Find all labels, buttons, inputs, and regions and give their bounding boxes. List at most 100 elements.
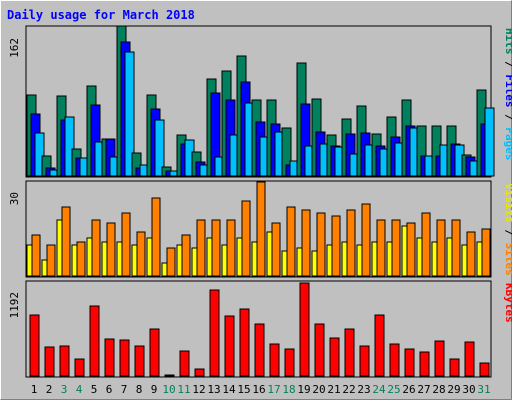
kbytes-bar-day-14: [224, 315, 235, 377]
sites-bar-day-9: [151, 197, 161, 277]
sites-bar-day-2: [46, 244, 56, 277]
sites-bar-day-14: [226, 219, 236, 277]
pages-bar-day-7: [124, 51, 135, 177]
sites-bar-day-1: [31, 234, 41, 277]
day-label-7: 7: [121, 383, 128, 396]
kbytes-bar-day-30: [464, 341, 475, 377]
sites-bar-day-12: [196, 219, 206, 277]
panel-volume-legend: KBytes: [503, 283, 512, 323]
kbytes-bar-day-16: [254, 323, 265, 377]
pages-bar-day-9: [154, 119, 165, 177]
panel-requests: 162 Hits / Files / Pages: [8, 25, 512, 178]
kbytes-bar-day-12: [194, 368, 205, 377]
legend-part-0: Visits: [503, 183, 512, 223]
day-label-27: 27: [417, 383, 430, 396]
day-label-14: 14: [222, 383, 236, 396]
pages-bar-day-3: [64, 116, 75, 177]
day-label-29: 29: [447, 383, 460, 396]
kbytes-bar-day-8: [134, 345, 145, 377]
day-label-16: 16: [252, 383, 265, 396]
sites-bar-day-26: [406, 222, 416, 277]
sites-bar-day-25: [391, 219, 401, 277]
kbytes-bar-day-6: [104, 338, 115, 377]
day-label-10: 10: [162, 383, 175, 396]
pages-bar-day-1: [34, 132, 45, 177]
chart-title: Daily usage for March 2018: [7, 8, 195, 22]
kbytes-bar-day-22: [344, 328, 355, 377]
sites-bar-day-27: [421, 212, 431, 277]
day-label-20: 20: [312, 383, 325, 396]
kbytes-bar-day-15: [239, 308, 250, 377]
day-label-11: 11: [177, 383, 190, 396]
sites-bar-day-7: [121, 212, 131, 277]
day-label-1: 1: [31, 383, 38, 396]
day-label-4: 4: [76, 383, 83, 396]
sites-bar-day-16: [256, 181, 266, 277]
day-label-24: 24: [372, 383, 386, 396]
day-label-8: 8: [136, 383, 143, 396]
sites-bar-day-31: [481, 228, 491, 277]
day-label-19: 19: [297, 383, 310, 396]
sites-bar-day-11: [181, 234, 191, 277]
kbytes-bar-day-10: [164, 374, 175, 377]
kbytes-bar-day-26: [404, 348, 415, 377]
panel-visitors-max-label: 30: [8, 192, 21, 205]
sites-bar-day-5: [91, 219, 101, 277]
kbytes-bar-day-23: [359, 345, 370, 377]
sites-bar-day-15: [241, 200, 251, 277]
day-label-12: 12: [192, 383, 205, 396]
kbytes-bar-day-3: [59, 345, 70, 377]
sites-bar-day-20: [316, 212, 326, 277]
sites-bar-day-28: [436, 219, 446, 277]
kbytes-bar-day-21: [329, 337, 340, 377]
day-label-21: 21: [327, 383, 340, 396]
kbytes-bar-day-31: [479, 362, 490, 377]
panel-visitors: 30 Visits / Sites: [8, 180, 512, 278]
sites-bar-day-24: [376, 219, 386, 277]
day-label-13: 13: [207, 383, 220, 396]
legend-part-1: /: [503, 223, 512, 243]
legend-part-4: Pages: [503, 127, 512, 160]
legend-part-0: KBytes: [503, 283, 512, 323]
kbytes-bar-day-1: [29, 314, 40, 377]
kbytes-bar-day-25: [389, 343, 400, 377]
day-label-5: 5: [91, 383, 98, 396]
panel-volume-max-label: 1192: [8, 292, 21, 319]
day-label-23: 23: [357, 383, 370, 396]
legend-part-2: Sites: [503, 243, 512, 276]
sites-bar-day-23: [361, 203, 371, 277]
day-label-2: 2: [46, 383, 53, 396]
day-label-25: 25: [387, 383, 400, 396]
day-label-17: 17: [267, 383, 280, 396]
sites-bar-day-18: [286, 206, 296, 277]
sites-bar-day-8: [136, 231, 146, 277]
kbytes-bar-day-9: [149, 328, 160, 377]
day-labels: 1 2 3 4 5 6 7 8 9 10 11 12 13 14 15 16 17 18 19 20 21 22 23 24 2…: [31, 383, 491, 396]
day-label-15: 15: [237, 383, 250, 396]
sites-bar-day-3: [61, 206, 71, 277]
panel-requests-max-label: 162: [8, 38, 21, 58]
day-label-22: 22: [342, 383, 355, 396]
legend-part-0: Hits: [503, 28, 512, 55]
pages-bar-day-31: [484, 107, 495, 177]
kbytes-bar-day-18: [284, 348, 295, 377]
sites-bar-day-13: [211, 219, 221, 277]
panel-requests-legend: Hits / Files / Pages: [503, 28, 512, 161]
sites-bar-day-29: [451, 219, 461, 277]
sites-bar-day-19: [301, 209, 311, 277]
kbytes-bar-day-11: [179, 350, 190, 377]
kbytes-bar-day-24: [374, 314, 385, 377]
legend-part-2: Files: [503, 74, 512, 107]
kbytes-bar-day-20: [314, 323, 325, 377]
day-label-31: 31: [477, 383, 490, 396]
sites-bar-day-10: [166, 247, 176, 277]
sites-bar-day-22: [346, 209, 356, 277]
day-label-9: 9: [151, 383, 158, 396]
legend-part-3: /: [503, 108, 512, 128]
kbytes-bar-day-28: [434, 340, 445, 377]
sites-bar-day-6: [106, 222, 116, 277]
kbytes-bar-day-13: [209, 289, 220, 377]
day-label-6: 6: [106, 383, 113, 396]
sites-bar-day-17: [271, 222, 281, 277]
